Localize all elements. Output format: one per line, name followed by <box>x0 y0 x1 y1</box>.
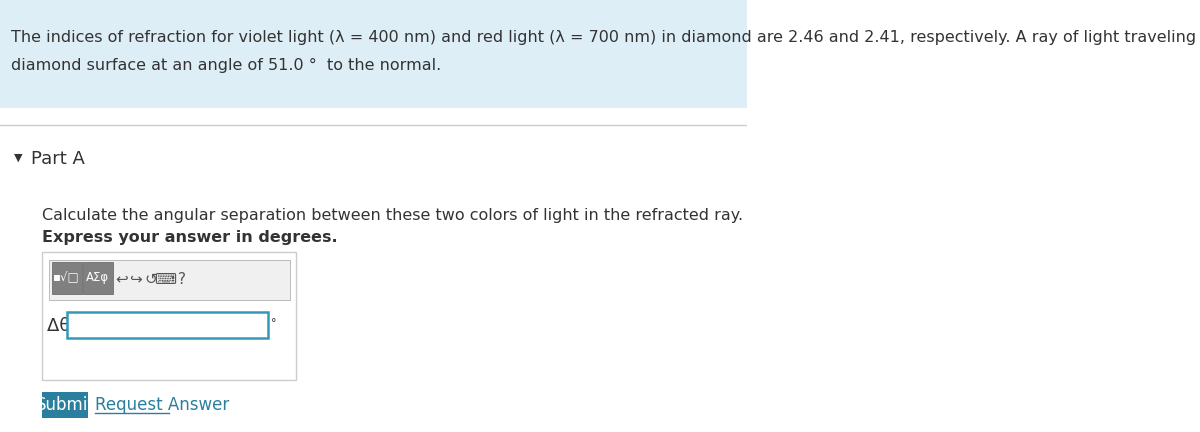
Text: ↪: ↪ <box>130 271 142 286</box>
Text: diamond surface at an angle of 51.0 °  to the normal.: diamond surface at an angle of 51.0 ° to… <box>11 58 442 73</box>
FancyBboxPatch shape <box>52 262 82 294</box>
Text: Part A: Part A <box>31 150 85 168</box>
FancyBboxPatch shape <box>42 392 89 418</box>
Text: ▼: ▼ <box>13 153 22 163</box>
Text: The indices of refraction for violet light (λ = 400 nm) and red light (λ = 700 n: The indices of refraction for violet lig… <box>11 30 1200 45</box>
Text: Request Answer: Request Answer <box>95 396 229 414</box>
Text: ?: ? <box>178 271 186 286</box>
Text: ↩: ↩ <box>115 271 128 286</box>
Text: Express your answer in degrees.: Express your answer in degrees. <box>42 230 338 245</box>
FancyBboxPatch shape <box>0 0 746 108</box>
Text: Submit: Submit <box>36 396 95 414</box>
FancyBboxPatch shape <box>48 260 290 300</box>
Text: Calculate the angular separation between these two colors of light in the refrac: Calculate the angular separation between… <box>42 208 744 223</box>
Text: ΑΣφ: ΑΣφ <box>86 271 109 285</box>
Text: Δθ =: Δθ = <box>47 317 91 335</box>
FancyBboxPatch shape <box>67 312 268 338</box>
Text: ↺: ↺ <box>144 271 157 286</box>
Text: ▪√□: ▪√□ <box>53 271 80 285</box>
FancyBboxPatch shape <box>83 262 113 294</box>
Text: ⌨: ⌨ <box>155 271 176 286</box>
Text: °: ° <box>271 318 277 328</box>
FancyBboxPatch shape <box>42 252 296 380</box>
